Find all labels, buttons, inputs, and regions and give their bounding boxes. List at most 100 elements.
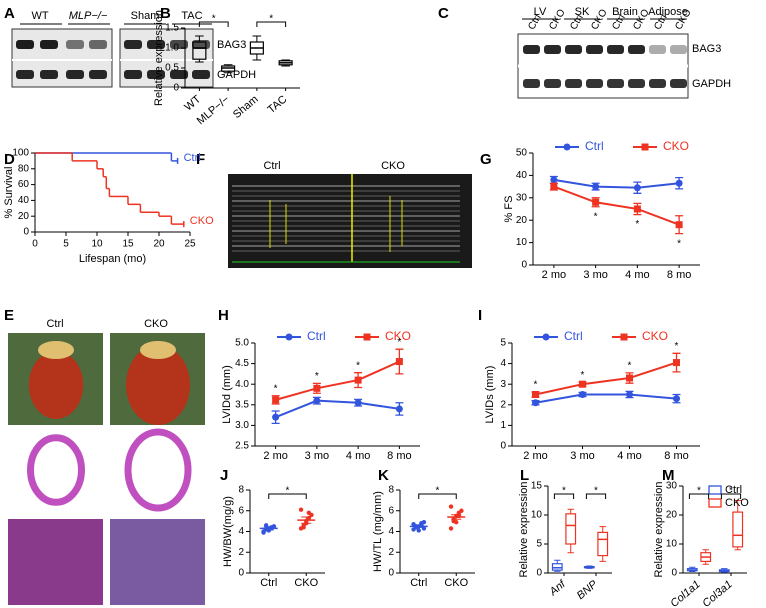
significance-star: *: [397, 337, 401, 348]
box-whisker: [599, 526, 606, 562]
x-tick-label: 3 mo: [305, 450, 329, 462]
y-tick-label: 2: [388, 547, 394, 558]
band: [649, 45, 666, 54]
band: [124, 40, 142, 49]
y-tick-label: 0: [671, 568, 677, 579]
significance-star: *: [436, 486, 440, 497]
x-tick-label: 20: [153, 239, 165, 250]
series-line: [553, 178, 680, 189]
y-axis-title: Relative expression: [153, 10, 165, 106]
significance-star: *: [628, 361, 632, 372]
marker: [313, 397, 321, 405]
band: [170, 40, 188, 49]
data-point: [421, 519, 427, 525]
legend-label: CKO: [663, 139, 689, 153]
significance-star: *: [635, 219, 639, 230]
marker: [675, 179, 683, 187]
data-point: [448, 526, 454, 531]
significance-star: *: [269, 14, 273, 25]
legend-swatch: [708, 485, 722, 495]
band: [607, 79, 624, 88]
box: [732, 511, 744, 548]
x-tick-label: BNP: [575, 578, 601, 602]
x-tick-label: 3 mo: [583, 269, 607, 281]
protein-label: GAPDH: [692, 78, 731, 90]
band: [586, 45, 603, 54]
y-tick-label: 1.5: [165, 23, 179, 34]
band: [192, 70, 210, 79]
heart-vessels: [38, 341, 74, 359]
band: [544, 45, 561, 54]
x-axis-title: Lifespan (mo): [79, 253, 146, 265]
band: [649, 79, 666, 88]
panel-letter: A: [4, 5, 15, 22]
band: [40, 40, 58, 49]
series-label: CKO: [190, 215, 214, 227]
band: [170, 70, 188, 79]
y-tick-label: 3.0: [235, 420, 249, 431]
band: [670, 79, 687, 88]
significance-bracket: [256, 21, 287, 27]
panel-letter: B: [160, 5, 171, 22]
protein-label: GAPDH: [217, 69, 256, 81]
y-tick-label: 2: [238, 547, 244, 558]
band: [628, 45, 645, 54]
y-tick-label: 4: [388, 526, 394, 537]
box-whisker: [252, 35, 262, 61]
y-tick-label: 6: [238, 505, 244, 516]
box: [597, 531, 609, 557]
significance-star: *: [581, 370, 585, 381]
band: [124, 70, 142, 79]
legend-label: CKO: [385, 329, 411, 343]
series-line: [535, 361, 677, 396]
x-tick-label: 15: [122, 239, 134, 250]
y-axis-title: HW/BW(mg/g): [222, 496, 234, 567]
series-line: [535, 393, 677, 404]
histology-section: [124, 428, 192, 512]
y-tick-label: 8: [238, 485, 244, 496]
marker: [592, 198, 600, 206]
lane-label: CKO: [547, 7, 567, 31]
protein-label: BAG3: [217, 39, 246, 51]
y-tick-label: 0: [238, 568, 244, 579]
y-tick-label: 20: [516, 215, 528, 226]
legend-marker: [542, 333, 550, 341]
y-tick-label: 1: [500, 420, 506, 431]
marker: [395, 358, 403, 366]
marker: [626, 374, 633, 382]
y-tick-label: 0: [521, 260, 527, 271]
image-label: CKO: [381, 160, 405, 172]
y-tick-label: 0: [536, 568, 542, 579]
x-tick-label: 3 mo: [570, 450, 594, 462]
box: [565, 513, 577, 545]
heart: [28, 351, 84, 419]
y-tick-label: 20: [666, 510, 678, 521]
y-tick-label: 4.5: [235, 358, 249, 369]
tissue-label: LV: [534, 6, 547, 18]
y-tick-label: 0: [173, 83, 179, 94]
blot-group-label: Sham: [131, 10, 160, 22]
band: [147, 40, 165, 49]
y-tick-label: 4: [500, 358, 506, 369]
significance-star: *: [594, 486, 598, 497]
significance-star: *: [729, 486, 733, 497]
x-tick-label: CKO: [444, 577, 468, 589]
y-tick-label: 5: [500, 338, 506, 349]
data-point: [261, 530, 266, 535]
series-line: [275, 360, 400, 401]
y-tick-label: 4.0: [235, 379, 249, 390]
sem-bar: [413, 524, 424, 528]
significance-star: *: [286, 486, 290, 497]
y-tick-label: 0: [388, 568, 394, 579]
y-tick-label: 6: [388, 505, 394, 516]
y-axis-title: % FS: [503, 196, 515, 223]
significance-bracket: [720, 493, 742, 499]
y-tick-label: 60: [18, 179, 30, 190]
marker: [550, 183, 558, 191]
significance-star: *: [677, 238, 681, 249]
heart-vessels: [140, 341, 176, 359]
y-axis-title: Relative expression: [653, 482, 665, 578]
legend-label: Ctrl: [585, 139, 604, 153]
x-tick-label: 2 mo: [263, 450, 287, 462]
